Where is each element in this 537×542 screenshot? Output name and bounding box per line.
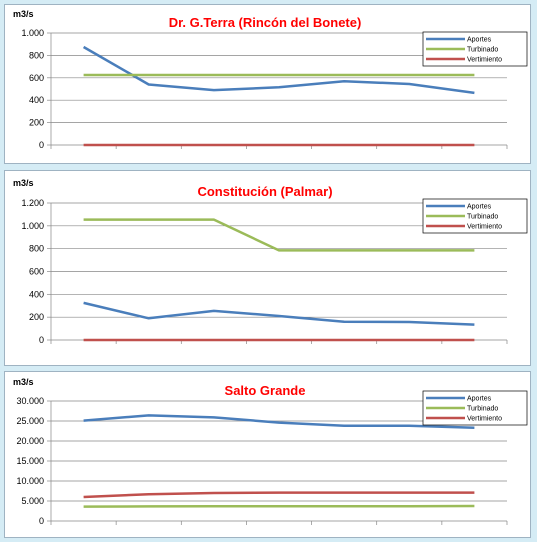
series-line-turbinado: [83, 218, 475, 252]
y-tick-label: 20.000: [16, 436, 44, 446]
series-line-turbinado: [83, 504, 475, 508]
y-unit-label: m3/s: [13, 178, 34, 188]
legend: Aportes Turbinado Vertimiento: [422, 390, 528, 426]
legend-label: Turbinado: [467, 47, 498, 54]
chart-title: Salto Grande: [225, 383, 306, 398]
y-tick-label: 400: [29, 289, 44, 299]
legend-label: Turbinado: [467, 214, 498, 221]
series-line-aportes: [82, 45, 475, 95]
legend-label: Aportes: [467, 204, 492, 211]
series-line-aportes: [83, 414, 475, 430]
y-tick-label: 10.000: [16, 476, 44, 486]
y-unit-label: m3/s: [13, 377, 34, 387]
legend: Aportes Turbinado Vertimiento: [422, 31, 528, 67]
chart-title: Dr. G.Terra (Rincón del Bonete): [169, 15, 362, 30]
chart-panel-3: 0 5.000 10.000 15.000 20.000 25.000 30.000 m3/s…: [4, 371, 531, 538]
chart-svg-1: 0 200 400 600 800 1.000 m3/s Dr. G.Terra (Rincó…: [13, 9, 528, 150]
y-tick-label: 800: [29, 50, 44, 60]
y-tick-label: 0: [39, 335, 44, 345]
y-tick-label: 30.000: [16, 396, 44, 406]
legend-label: Aportes: [467, 37, 492, 44]
y-tick-label: 600: [29, 73, 44, 83]
y-unit-label: m3/s: [13, 9, 34, 19]
y-tick-label: 1.200: [21, 198, 44, 208]
series-line-vertimiento: [83, 491, 475, 499]
chart-svg-2: 0 200 400 600 800 1.000 1.200 m3/s Constitución …: [13, 178, 528, 345]
legend: Aportes Turbinado Vertimiento: [422, 198, 528, 234]
y-tick-label: 1.000: [21, 221, 44, 231]
y-tick-label: 15.000: [16, 456, 44, 466]
chart-svg-3: 0 5.000 10.000 15.000 20.000 25.000 30.000 m3/s…: [13, 377, 528, 526]
chart-panel-1: 0 200 400 600 800 1.000 m3/s Dr. G.Terra (Rincó…: [4, 4, 531, 164]
y-tick-label: 0: [39, 516, 44, 526]
legend-label: Turbinado: [467, 406, 498, 413]
y-tick-label: 25.000: [16, 416, 44, 426]
chart-title: Constitución (Palmar): [197, 184, 332, 199]
y-tick-label: 1.000: [21, 28, 44, 38]
y-tick-label: 200: [29, 118, 44, 128]
y-tick-label: 600: [29, 267, 44, 277]
legend-label: Vertimiento: [467, 57, 502, 64]
legend-label: Aportes: [467, 396, 492, 403]
y-tick-label: 800: [29, 244, 44, 254]
y-tick-label: 5.000: [21, 496, 44, 506]
y-tick-label: 400: [29, 95, 44, 105]
y-tick-label: 0: [39, 140, 44, 150]
legend-label: Vertimiento: [467, 224, 502, 231]
chart-panel-2: 0 200 400 600 800 1.000 1.200 m3/s Constitución …: [4, 170, 531, 366]
legend-label: Vertimiento: [467, 416, 502, 423]
y-tick-label: 200: [29, 312, 44, 322]
series-line-aportes: [83, 301, 475, 326]
